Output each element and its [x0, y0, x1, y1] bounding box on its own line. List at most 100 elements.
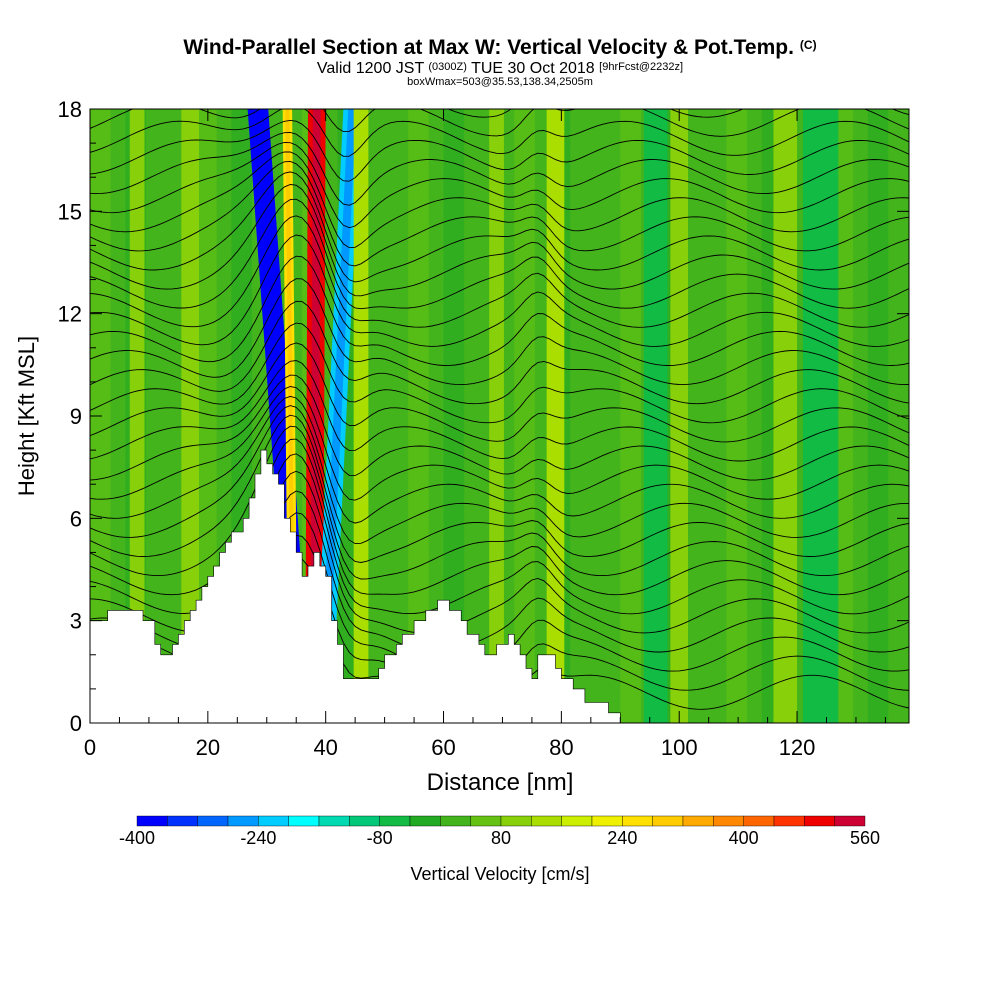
y-tick-label: 6 — [70, 506, 82, 531]
colorbar-swatch — [622, 815, 653, 827]
colorbar-tick-label: 80 — [491, 828, 511, 848]
forecast-info: [9hrFcst@2232z] — [599, 61, 684, 73]
colorbar-label: Vertical Velocity [cm/s] — [410, 864, 589, 884]
colorbar-swatch — [349, 815, 380, 827]
pot-temp-contour — [90, 109, 909, 157]
velocity-feature — [489, 109, 504, 723]
valid-utc: (0300Z) — [428, 61, 467, 73]
colorbar-swatch — [227, 815, 259, 827]
field-band — [726, 109, 747, 723]
pot-temp-contour — [90, 414, 909, 563]
colorbar-swatch — [136, 815, 168, 827]
colorbar-swatch — [379, 815, 411, 827]
pot-temp-contour — [90, 255, 909, 366]
colorbar-swatch — [713, 815, 744, 827]
colorbar-tick-label: -80 — [367, 828, 393, 848]
terrain-profile — [90, 449, 909, 723]
chart-title-main: Wind-Parallel Section at Max W: Vertical… — [183, 36, 794, 59]
colorbar-swatch — [591, 815, 623, 827]
chart-title: Wind-Parallel Section at Max W: Vertical… — [0, 36, 1000, 60]
pot-temp-contour — [90, 374, 909, 481]
velocity-feature — [546, 109, 565, 723]
field-band — [372, 109, 394, 723]
valid-date: TUE 30 Oct 2018 — [471, 60, 595, 77]
y-axis-label: Height [Kft MSL] — [14, 336, 39, 496]
pot-temp-contour — [90, 395, 909, 524]
colorbar-swatch — [652, 815, 684, 827]
pot-temp-contour — [90, 151, 909, 249]
colorbar-swatch — [318, 815, 350, 827]
pot-temp-contour — [90, 198, 909, 310]
x-tick-label: 60 — [431, 735, 455, 760]
colorbar-swatch — [440, 815, 471, 827]
pot-temp-contour — [90, 278, 909, 386]
colorbar: -400 -240 -80 80 240 400 560 — [119, 815, 880, 848]
y-tick-label: 9 — [70, 404, 82, 429]
colorbar-tick-label: 400 — [729, 828, 759, 848]
colorbar-swatch — [500, 815, 532, 827]
colorbar-swatch — [288, 815, 320, 827]
valid-prefix: Valid 1200 JST — [316, 60, 424, 77]
colorbar-swatch — [834, 815, 866, 827]
y-tick-label: 15 — [58, 199, 82, 224]
velocity-feature — [353, 109, 369, 723]
colorbar-swatch — [682, 815, 714, 827]
velocity-feature — [129, 109, 145, 723]
velocity-feature — [643, 109, 668, 723]
velocity-feature — [181, 109, 200, 723]
pot-temp-contour — [90, 215, 909, 328]
pot-temp-contour — [90, 171, 909, 283]
colorbar-swatch — [167, 815, 198, 827]
pot-temp-contour — [447, 109, 909, 118]
pot-temp-contour — [90, 119, 909, 182]
chart-title-tag: (C) — [799, 38, 817, 52]
pot-temp-contour — [90, 142, 909, 229]
x-tick-label: 40 — [313, 735, 337, 760]
colorbar-swatch — [773, 815, 805, 827]
y-tick-label: 3 — [70, 609, 82, 634]
colorbar-swatch — [743, 815, 775, 827]
x-tick-label: 0 — [84, 735, 96, 760]
field-band — [160, 109, 182, 723]
colorbar-swatch — [258, 815, 289, 827]
x-axis-label: Distance [nm] — [427, 769, 574, 796]
pot-temp-contour — [90, 342, 909, 443]
pot-temp-contour — [90, 386, 909, 501]
field-band — [867, 109, 889, 723]
colorbar-tick-label: 240 — [607, 828, 637, 848]
pot-temp-contour — [90, 300, 909, 405]
pot-temp-contour — [90, 184, 909, 297]
field-band — [690, 109, 712, 723]
pot-temp-contours — [90, 109, 909, 710]
field-band — [584, 109, 606, 723]
field-band — [514, 109, 535, 723]
x-tick-label: 100 — [661, 735, 698, 760]
field-band — [196, 109, 217, 723]
pot-temp-contour — [90, 322, 909, 424]
colorbar-tick-label: 560 — [850, 828, 880, 848]
y-tick-label: 18 — [58, 97, 82, 122]
y-tick-label: 12 — [58, 302, 82, 327]
x-tick-label: 120 — [779, 735, 816, 760]
colorbar-swatch — [561, 815, 593, 827]
colorbar-swatch — [409, 815, 441, 827]
pot-temp-contour — [90, 160, 909, 267]
box-info: boxWmax=503@35.53,138.34,2505m — [407, 76, 593, 88]
pot-temp-contour — [90, 132, 909, 206]
pot-temp-contour — [90, 234, 909, 347]
colorbar-tick-label: -240 — [240, 828, 276, 848]
colorbar-tick-label: -400 — [119, 828, 155, 848]
pot-temp-contour — [90, 109, 909, 137]
pot-temp-contour — [90, 360, 909, 462]
y-tick-label: 0 — [70, 711, 82, 736]
pot-temp-contour — [90, 405, 909, 545]
velocity-feature — [802, 109, 839, 723]
field-band — [408, 109, 429, 723]
chart-subtitle-valid-time: Valid 1200 JST (0300Z) TUE 30 Oct 2018 [… — [0, 60, 1000, 78]
velocity-feature — [773, 109, 798, 723]
axes: 0 20 40 60 80 100 120 0 3 6 9 12 15 18 — [58, 97, 909, 760]
colorbar-swatch — [470, 815, 502, 827]
x-tick-label: 80 — [549, 735, 573, 760]
colorbar-swatch — [531, 815, 562, 827]
